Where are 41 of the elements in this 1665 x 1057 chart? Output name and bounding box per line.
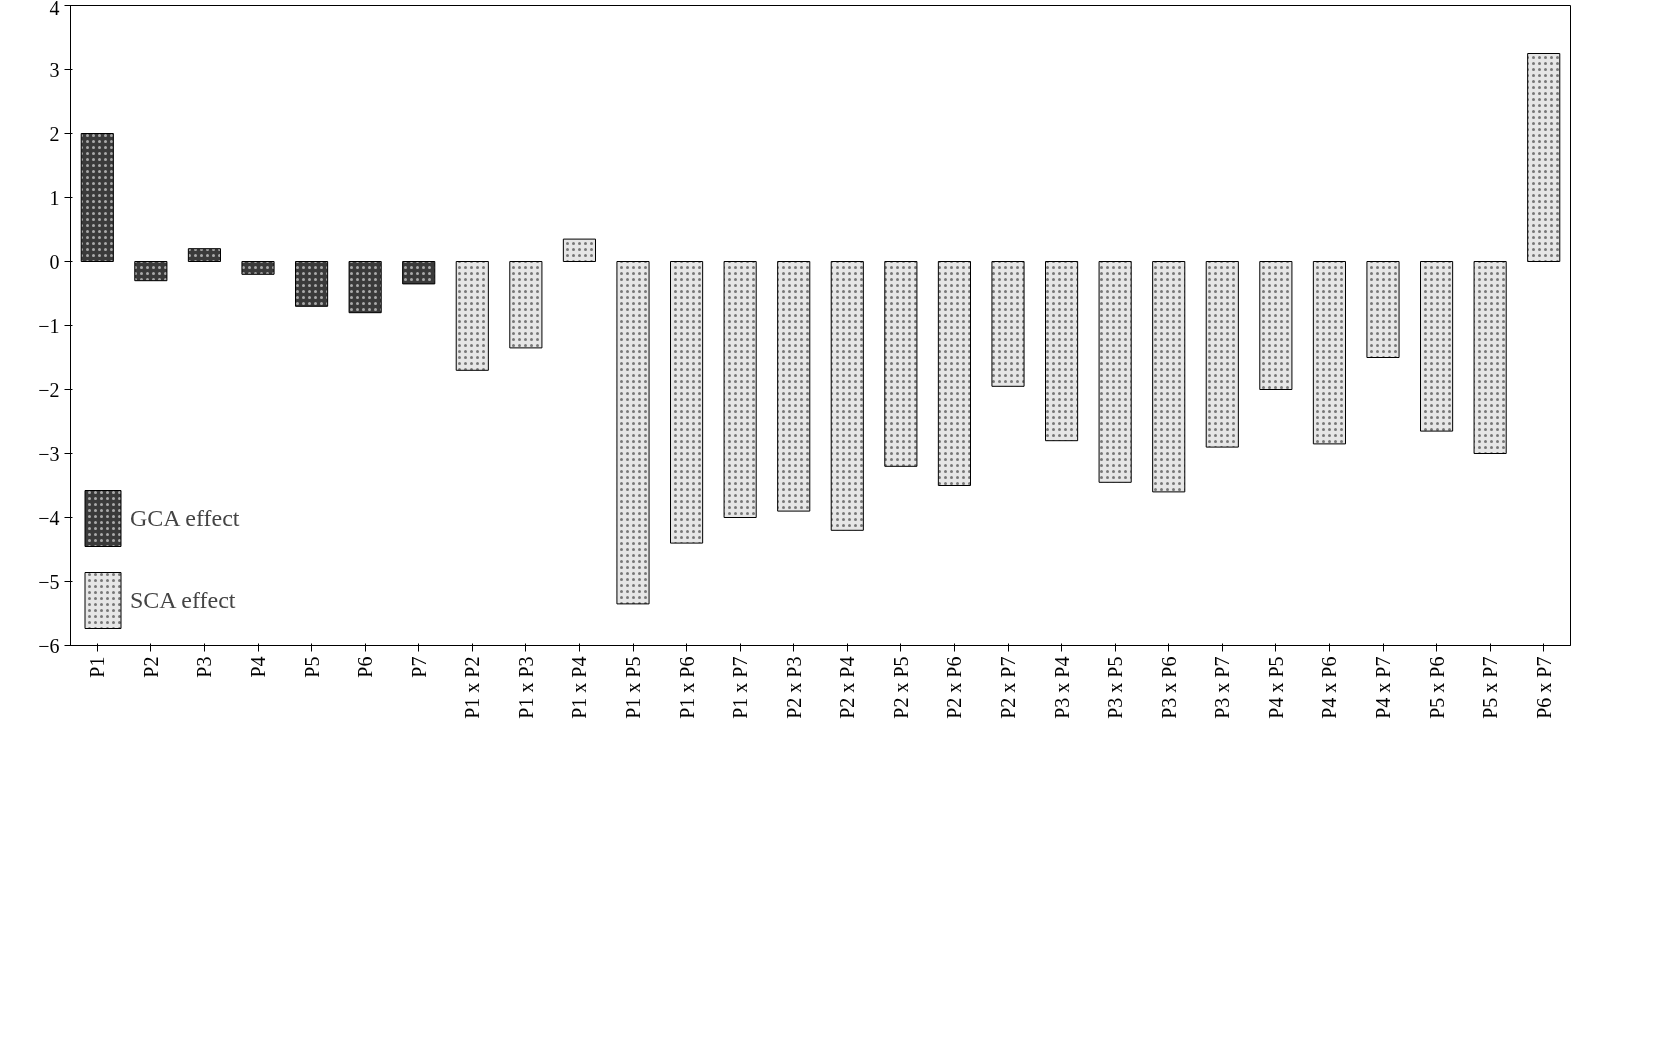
y-tick-label: −6 — [38, 634, 60, 657]
x-tick-label: P4 — [247, 656, 269, 678]
x-tick-label: P1 — [86, 656, 109, 678]
x-tick-label: P3 x P7 — [1211, 656, 1234, 719]
legend-label: GCA effect — [130, 504, 240, 532]
x-tick-label: P1 x P7 — [729, 656, 752, 719]
x-tick-label: P4 x P6 — [1318, 656, 1341, 719]
y-tick-label: 0 — [49, 250, 60, 273]
x-tick-label: P7 — [407, 656, 430, 678]
x-tick-label: P4 x P7 — [1372, 656, 1394, 719]
legend-label: SCA effect — [130, 586, 236, 614]
x-tick-label: P3 x P4 — [1050, 656, 1073, 719]
x-tick-label: P3 — [193, 656, 216, 678]
x-tick-label: P5 x P7 — [1479, 656, 1502, 719]
x-tick-label: P1 x P2 — [461, 656, 484, 719]
y-tick-label: −1 — [38, 314, 60, 337]
x-tick-label: P1 x P3 — [514, 656, 537, 719]
x-tick-label: P2 x P3 — [782, 656, 805, 719]
x-tick-label: P4 x P5 — [1264, 656, 1287, 719]
x-tick-label: P3 x P5 — [1104, 656, 1127, 719]
x-tick-label: P2 x P6 — [943, 656, 966, 719]
x-tick-label: P2 x P7 — [997, 656, 1019, 719]
x-tick-label: P2 x P4 — [836, 656, 859, 719]
x-tick-label: P5 x P6 — [1425, 656, 1448, 719]
y-tick-label: −5 — [38, 570, 60, 593]
x-tick-label: P1 x P4 — [568, 656, 591, 719]
y-tick-label: −3 — [38, 442, 60, 465]
y-tick-label: 3 — [49, 58, 60, 81]
x-tick-label: P3 x P6 — [1157, 656, 1180, 719]
x-tick-label: P6 — [354, 656, 377, 678]
x-tick-label: P6 x P7 — [1532, 656, 1555, 719]
y-tick-label: 4 — [49, 0, 60, 19]
x-tick-label: P1 x P5 — [622, 656, 644, 719]
y-tick-label: −4 — [38, 506, 60, 529]
y-tick-label: 2 — [49, 122, 60, 145]
y-tick-label: 1 — [49, 186, 60, 209]
x-tick-label: P2 — [139, 656, 162, 678]
x-tick-label: P5 — [300, 656, 323, 678]
x-tick-label: P1 x P6 — [675, 656, 698, 719]
y-tick-label: −2 — [38, 378, 60, 401]
x-tick-label: P2 x P5 — [889, 656, 912, 719]
